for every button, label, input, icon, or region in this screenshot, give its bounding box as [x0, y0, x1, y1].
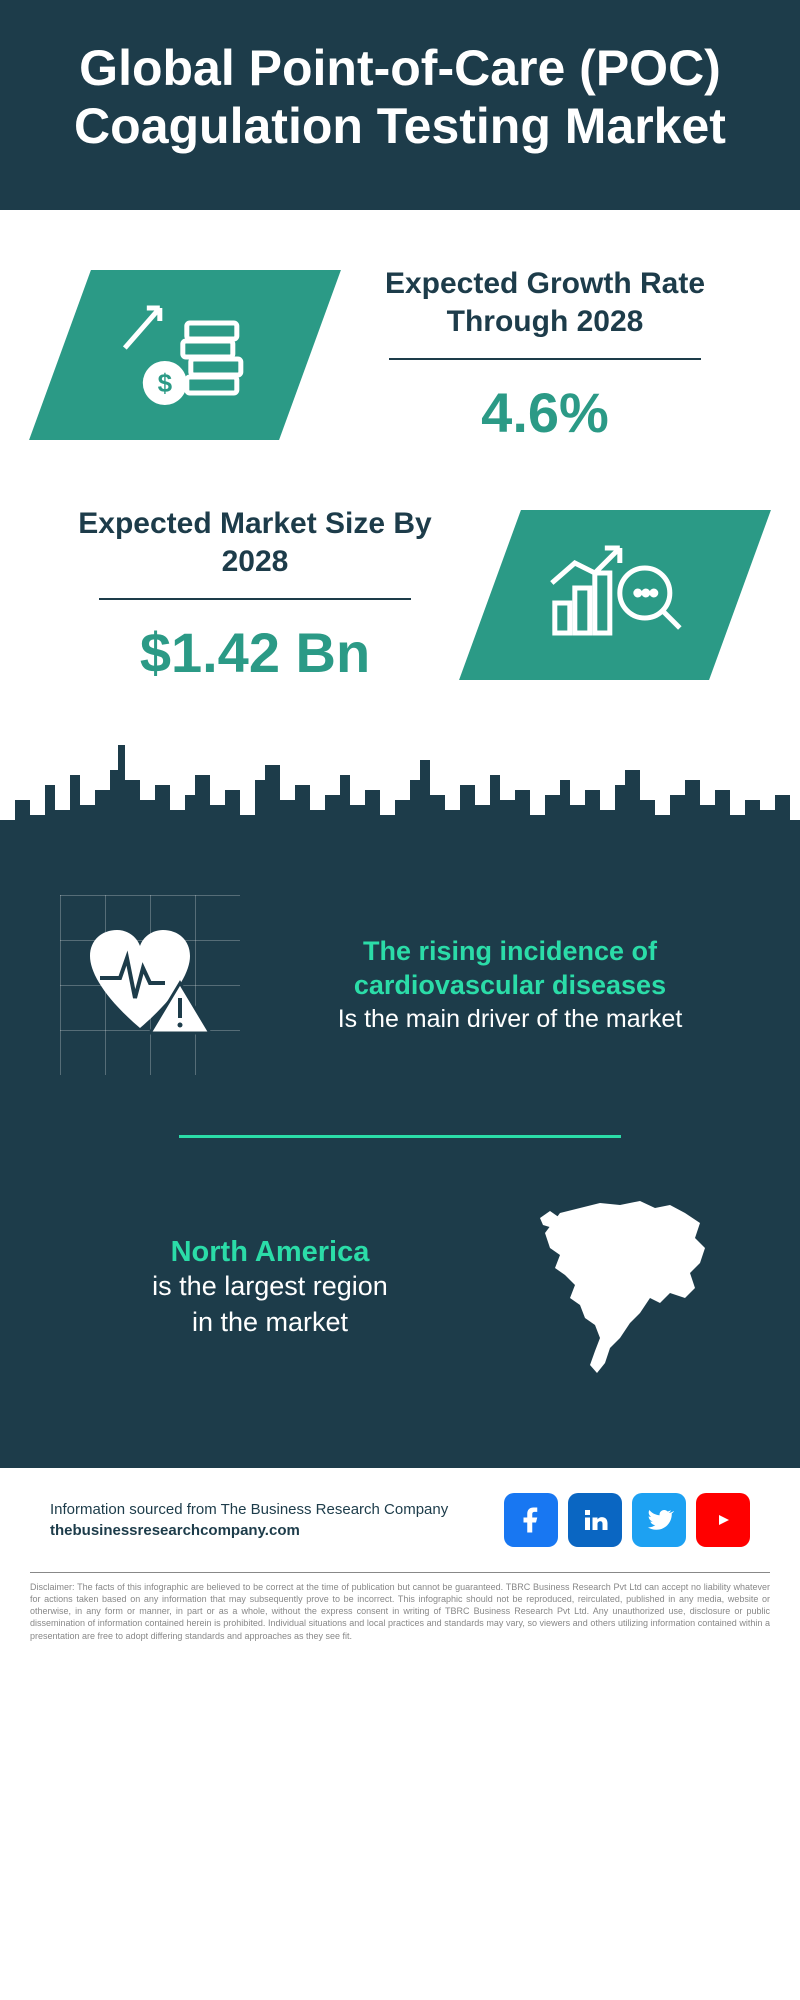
chart-magnify-icon	[540, 533, 690, 658]
north-america-map-icon	[520, 1188, 740, 1388]
source-line: Information sourced from The Business Re…	[50, 1501, 448, 1518]
svg-text:$: $	[158, 368, 173, 398]
growth-value: 4.6%	[350, 380, 740, 445]
skyline-divider	[0, 725, 800, 865]
header: Global Point-of-Care (POC) Coagulation T…	[0, 0, 800, 210]
footer: Information sourced from The Business Re…	[0, 1468, 800, 1562]
source-url: thebusinessresearchcompany.com	[50, 1522, 300, 1539]
driver-highlight: The rising incidence of cardiovascular d…	[280, 935, 740, 1003]
heart-warning-icon	[60, 895, 240, 1075]
twitter-icon[interactable]	[632, 1493, 686, 1547]
size-value: $1.42 Bn	[60, 620, 450, 685]
money-growth-icon: $	[115, 293, 255, 418]
stat-row-size: Expected Market Size By 2028 $1.42 Bn	[60, 505, 740, 685]
page-title: Global Point-of-Care (POC) Coagulation T…	[50, 40, 750, 155]
region-sub1: is the largest region	[60, 1269, 480, 1304]
stats-section-2: Expected Market Size By 2028 $1.42 Bn	[0, 485, 800, 725]
disclaimer-section: Disclaimer: The facts of this infographi…	[30, 1572, 770, 1642]
driver-sub: Is the main driver of the market	[280, 1003, 740, 1036]
stats-section: $ Expected Growth Rate Through 2028 4.6%	[0, 210, 800, 485]
size-icon-box	[459, 510, 771, 680]
growth-icon-box: $	[29, 270, 341, 440]
divider	[389, 358, 701, 360]
size-stat: Expected Market Size By 2028 $1.42 Bn	[60, 505, 450, 685]
size-label: Expected Market Size By 2028	[60, 505, 450, 580]
youtube-icon[interactable]	[696, 1493, 750, 1547]
region-highlight: North America	[60, 1236, 480, 1269]
driver-text: The rising incidence of cardiovascular d…	[280, 935, 740, 1035]
region-row: North America is the largest region in t…	[60, 1188, 740, 1388]
region-sub2: in the market	[60, 1305, 480, 1340]
dark-section: The rising incidence of cardiovascular d…	[0, 865, 800, 1468]
teal-divider	[179, 1135, 621, 1138]
disclaimer-text: Disclaimer: The facts of this infographi…	[30, 1581, 770, 1642]
facebook-icon[interactable]	[504, 1493, 558, 1547]
region-text: North America is the largest region in t…	[60, 1236, 480, 1339]
social-icons	[504, 1493, 750, 1547]
linkedin-icon[interactable]	[568, 1493, 622, 1547]
heart-icon-box	[60, 895, 240, 1075]
driver-row: The rising incidence of cardiovascular d…	[60, 895, 740, 1075]
divider	[99, 598, 411, 600]
source-text: Information sourced from The Business Re…	[50, 1499, 448, 1541]
growth-label: Expected Growth Rate Through 2028	[350, 265, 740, 340]
stat-row-growth: $ Expected Growth Rate Through 2028 4.6%	[60, 265, 740, 445]
growth-stat: Expected Growth Rate Through 2028 4.6%	[350, 265, 740, 445]
